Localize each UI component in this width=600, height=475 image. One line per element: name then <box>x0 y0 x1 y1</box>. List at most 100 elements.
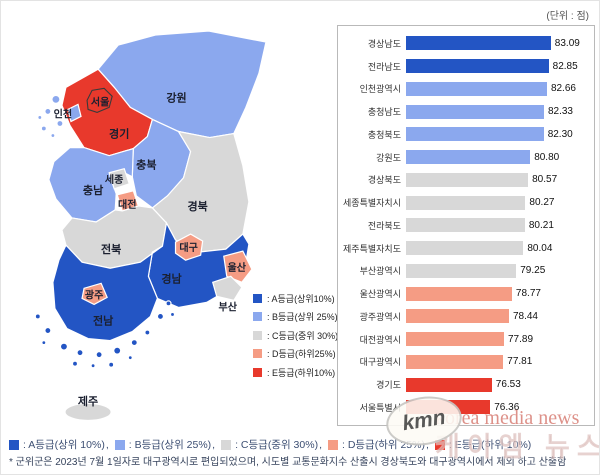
unit-label: (단위 : 점) <box>546 11 589 22</box>
chart-row: 부산광역시 79.25 <box>338 260 594 281</box>
bar-label: 대구광역시 <box>359 357 401 368</box>
bar-value: 80.80 <box>534 151 560 163</box>
grade-legend-horizontal: : A등급(상위 10%),: B등급(상위 25%),: C등급(중위 30%… <box>9 437 531 452</box>
bar-value: 82.66 <box>550 83 576 95</box>
map-label-gangwon: 강원 <box>166 90 186 104</box>
bar-value: 80.27 <box>529 197 555 209</box>
bar-label: 부산광역시 <box>359 266 401 277</box>
bar-chart: 경상남도 83.09 전라남도 82.85 인천광역시 82.66 충청남도 82.33 충청북… <box>337 25 595 426</box>
map-label-chungnam: 충남 <box>83 183 104 197</box>
bar <box>406 127 544 142</box>
legend-item: : E등급(하위10%) <box>253 363 338 382</box>
legend-separator: , <box>319 438 322 451</box>
map-region-busan <box>211 275 243 302</box>
map-region-incheon <box>37 94 82 139</box>
legend-separator: , <box>105 438 109 451</box>
legend-item: : D등급(하위 25%), <box>327 437 435 452</box>
bar <box>406 150 531 165</box>
bar-value: 77.81 <box>507 356 533 368</box>
legend-swatch <box>253 293 262 303</box>
legend-swatch <box>253 312 262 322</box>
bar-label: 경기도 <box>376 380 401 391</box>
legend-label: : A등급(상위10%) <box>267 293 335 304</box>
bar-label: 인천광역시 <box>359 84 401 95</box>
bar-label: 대전광역시 <box>359 334 401 345</box>
bar-value: 80.04 <box>527 242 553 254</box>
map-label-jeonbuk: 전북 <box>101 242 121 256</box>
bar-value: 76.53 <box>495 379 521 391</box>
chart-row: 제주특별자치도 80.04 <box>338 238 594 259</box>
legend-swatch <box>114 439 125 450</box>
legend-label: : E등급(하위 10%) <box>448 439 532 451</box>
legend-item: : A등급(상위10%) <box>253 289 338 308</box>
chart-row: 광주광역시 78.44 <box>338 306 594 327</box>
legend-label: : E등급(하위10%) <box>267 367 336 378</box>
map-label-sejong: 세종 <box>105 173 123 186</box>
chart-row: 전라남도 82.85 <box>338 56 594 77</box>
bar-label: 전라남도 <box>367 61 401 72</box>
bar <box>406 309 509 324</box>
legend-separator: , <box>212 438 216 451</box>
map-islands-jeonnam <box>34 300 176 369</box>
legend-swatch <box>434 439 445 450</box>
legend-swatch <box>253 349 262 359</box>
chart-row: 세종특별자치시 80.27 <box>338 192 594 213</box>
footnote: * 군위군은 2023년 7월 1일자로 대구광역시로 편입되었으며, 시도별 … <box>9 457 567 468</box>
map-label-incheon: 인천 <box>54 107 73 120</box>
korea-grade-map: 강원 경기 서울 인천 충북 충남 세종 대전 경북 전북 대구 경남 울산 부… <box>19 29 327 422</box>
map-label-gyeongbuk: 경북 <box>187 199 207 213</box>
bar-value: 80.21 <box>528 219 554 231</box>
chart-row: 전라북도 80.21 <box>338 215 594 236</box>
bar-label: 경상북도 <box>367 175 401 186</box>
legend-label: : C등급(중위 30%) <box>267 330 339 341</box>
bar-label: 서울특별시 <box>359 402 401 413</box>
legend-item: : B등급(상위 25%), <box>114 437 221 452</box>
bar-label: 광주광역시 <box>359 311 401 322</box>
bar <box>406 332 504 347</box>
legend-item: : D등급(하위25%) <box>253 345 338 364</box>
map-label-ulsan: 울산 <box>228 261 247 274</box>
bar <box>406 59 549 74</box>
map-region-daejeon <box>116 190 140 212</box>
map-region-jeju <box>64 402 112 422</box>
chart-row: 경상북도 80.57 <box>338 169 594 190</box>
bar <box>406 400 491 415</box>
bar-value: 78.44 <box>512 310 538 322</box>
bar <box>406 286 512 301</box>
bar <box>406 104 544 119</box>
map-region-jeonnam <box>52 244 163 342</box>
legend-label: : D등급(하위25%) <box>267 349 336 360</box>
bar-label: 충청남도 <box>367 107 401 118</box>
map-label-gyeonggi: 경기 <box>109 127 129 141</box>
map-region-seoul <box>86 87 113 114</box>
chart-row: 충청북도 82.30 <box>338 124 594 145</box>
chart-row: 대구광역시 77.81 <box>338 351 594 372</box>
bar-label: 충청북도 <box>367 129 401 140</box>
map-label-gwangju: 광주 <box>85 289 104 301</box>
bar <box>406 263 517 278</box>
legend-swatch <box>221 439 232 450</box>
legend-item: : C등급(중위 30%) <box>253 326 338 345</box>
bar-label: 강원도 <box>376 152 401 163</box>
chart-row: 경기도 76.53 <box>338 374 594 395</box>
bar-value: 79.25 <box>520 265 546 277</box>
chart-row: 인천광역시 82.66 <box>338 78 594 99</box>
legend-label: : A등급(상위 10%) <box>23 439 105 451</box>
chart-row: 경상남도 83.09 <box>338 33 594 54</box>
bar-value: 76.36 <box>494 401 520 413</box>
map-region-daegu <box>174 233 204 261</box>
bar-value: 78.77 <box>515 288 541 300</box>
map-label-jeonnam: 전남 <box>93 314 114 328</box>
bar-value: 77.89 <box>508 333 534 345</box>
chart-row: 강원도 80.80 <box>338 147 594 168</box>
bar-value: 80.57 <box>532 174 558 186</box>
bar-value: 82.33 <box>547 106 573 118</box>
chart-row: 충청남도 82.33 <box>338 101 594 122</box>
map-label-daejeon: 대전 <box>118 198 137 211</box>
chart-row: 서울특별시 76.36 <box>338 397 594 418</box>
legend-label: : D등급(하위 25%) <box>341 439 425 451</box>
bar-value: 82.30 <box>547 128 573 140</box>
legend-label: : B등급(상위 25%) <box>267 312 338 323</box>
legend-item: : A등급(상위 10%), <box>9 437 115 452</box>
